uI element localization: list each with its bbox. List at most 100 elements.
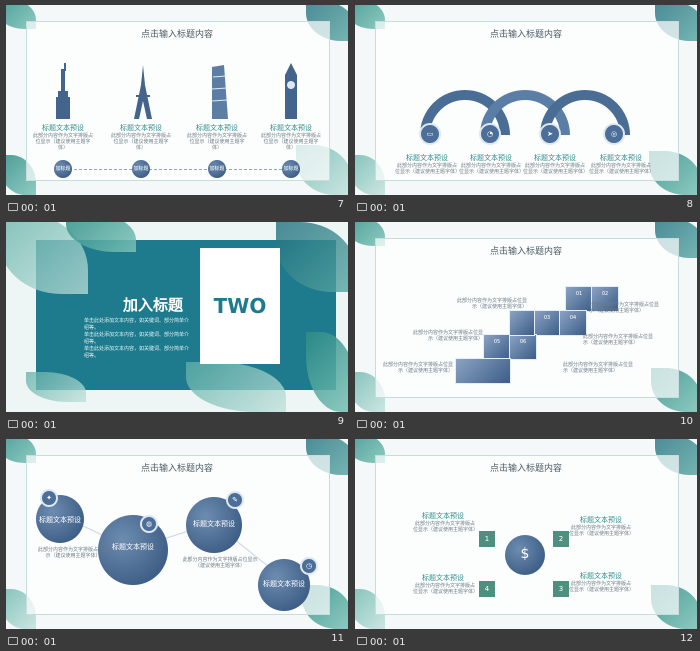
item-heading: 标题文本预设	[270, 124, 312, 132]
timeline-node: 加标题	[132, 160, 150, 178]
timeline-node: 加标题	[208, 160, 226, 178]
note-text: 此部分内容作为文字排版占位显示（建议使用主题字体）	[583, 334, 654, 346]
section-heading: 加入标题	[123, 296, 184, 314]
timing-label: 00：01	[357, 416, 405, 431]
edit-icon: ✎	[226, 491, 244, 509]
slide-caption: 00：01 10	[355, 415, 697, 431]
item-text: 此部分内容作为文字排版占位显示（建议使用主题字体）	[395, 163, 461, 175]
timeline-node: 加标题	[54, 160, 72, 178]
step-text: 此部分内容作为文字排版占位显示（建议使用主题字体）	[413, 583, 479, 595]
puzzle-piece: 03	[533, 310, 561, 336]
timing-label: 00：01	[8, 416, 56, 431]
item-text: 此部分内容作为文字排版占位显示（建议使用主题字体）	[459, 163, 525, 175]
topic-text: 此部分内容作为文字排版占位显示（建议使用主题字体）	[182, 557, 258, 569]
slide-caption: 00：01 7	[6, 198, 348, 214]
slide-title: 点击输入标题内容	[140, 464, 213, 474]
timeline-node: 加标题	[282, 160, 300, 178]
timer-icon	[357, 637, 367, 645]
leaning-tower-icon	[206, 65, 230, 119]
step-heading: 标题文本预设	[422, 574, 464, 582]
slide-thumbnail-8[interactable]: 点击输入标题内容 ▭ ◔ ➤ ◎ 标题文本预设 标题文本预设 标题文本预设 标题…	[355, 5, 697, 217]
timing-label: 00：01	[8, 633, 56, 648]
timer-icon	[8, 637, 18, 645]
step-text: 此部分内容作为文字排版占位显示（建议使用主题字体）	[569, 525, 635, 537]
target-icon: ◎	[603, 123, 625, 145]
item-heading: 标题文本预设	[534, 154, 576, 162]
item-heading: 标题文本预设	[406, 154, 448, 162]
step-heading: 标题文本预设	[580, 516, 622, 524]
clock-icon: ◷	[300, 557, 318, 575]
slide-title: 点击输入标题内容	[489, 30, 562, 40]
leaf-decoration	[306, 332, 348, 412]
timer-icon	[8, 420, 18, 428]
timer-icon	[357, 420, 367, 428]
paper-plane-icon: ➤	[539, 123, 561, 145]
step-badge: 4	[479, 581, 495, 597]
slide-title: 点击输入标题内容	[489, 464, 562, 474]
slide-canvas: TWO 加入标题 单击此处添加文本内容，如关键词、部分简单介绍等。 单击此处添加…	[6, 222, 348, 412]
statue-of-liberty-icon	[54, 63, 72, 119]
item-text: 此部分内容作为文字排版占位显示（建议使用主题字体）	[32, 133, 93, 151]
note-text: 此部分内容作为文字排版占位显示（建议使用主题字体）	[413, 330, 484, 342]
step-badge: 1	[479, 531, 495, 547]
item-heading: 标题文本预设	[470, 154, 512, 162]
slide-caption: 00：01 12	[355, 632, 697, 648]
monitor-icon: ▭	[419, 123, 441, 145]
puzzle-piece: 06	[509, 334, 537, 360]
item-heading: 标题文本预设	[196, 124, 238, 132]
puzzle-piece	[509, 310, 535, 336]
lightbulb-icon: ✦	[40, 489, 58, 507]
slide-number: 7	[337, 199, 344, 210]
note-text: 此部分内容作为文字排版占位显示（建议使用主题字体）	[382, 362, 453, 374]
step-badge: 3	[553, 581, 569, 597]
slide-number: 8	[686, 199, 693, 210]
note-text: 此部分内容作为文字排版占位显示（建议使用主题字体）	[456, 298, 527, 310]
content-frame	[375, 21, 679, 181]
topic-text: 此部分内容作为文字排版占位显示（建议使用主题字体）	[38, 547, 109, 559]
slide-number: 11	[331, 633, 344, 644]
dollar-globe-icon: $	[505, 535, 545, 575]
slide-thumbnail-11[interactable]: 点击输入标题内容 标题文本预设 标题文本预设 标题文本预设 标题文本预设 ✦ ◍…	[6, 439, 348, 651]
timer-icon	[8, 203, 18, 211]
item-text: 此部分内容作为文字排版占位显示（建议使用主题字体）	[260, 133, 321, 151]
item-heading: 标题文本预设	[600, 154, 642, 162]
eiffel-tower-icon	[130, 65, 156, 119]
item-text: 此部分内容作为文字排版占位显示（建议使用主题字体）	[110, 133, 171, 151]
section-number: TWO	[200, 248, 280, 364]
timing-label: 00：01	[8, 199, 56, 214]
item-text: 此部分内容作为文字排版占位显示（建议使用主题字体）	[589, 163, 655, 175]
note-text: 此部分内容作为文字排版占位显示（建议使用主题字体）	[589, 302, 660, 314]
slide-title: 点击输入标题内容	[489, 247, 562, 257]
step-badge: 2	[553, 531, 569, 547]
globe-icon: ◍	[140, 515, 158, 533]
slide-thumbnail-12[interactable]: 点击输入标题内容 $ 1 2 3 4 标题文本预设 标题文本预设 标题文本预设 …	[355, 439, 697, 651]
slide-caption: 00：01 11	[6, 632, 348, 648]
note-text: 此部分内容作为文字排版占位显示（建议使用主题字体）	[563, 362, 634, 374]
content-frame	[26, 21, 330, 181]
timer-icon	[357, 203, 367, 211]
puzzle-piece: 04	[559, 310, 587, 336]
slide-thumbnail-10[interactable]: 点击输入标题内容 01 02 03 04 05 06 此部分内容作为文字排版占位…	[355, 222, 697, 434]
timing-label: 00：01	[357, 633, 405, 648]
slide-title: 点击输入标题内容	[140, 30, 213, 40]
slide-thumbnail-7[interactable]: 点击输入标题内容 标题文本预设 标题文本预设 标题文本预设 标题文本预设 此部分…	[6, 5, 348, 217]
big-ben-icon	[282, 63, 300, 119]
step-text: 此部分内容作为文字排版占位显示（建议使用主题字体）	[413, 521, 479, 533]
loop-arcs	[420, 90, 630, 136]
item-heading: 标题文本预设	[42, 124, 84, 132]
slide-number: 9	[337, 416, 344, 427]
step-text: 此部分内容作为文字排版占位显示（建议使用主题字体）	[569, 581, 635, 593]
item-text: 此部分内容作为文字排版占位显示（建议使用主题字体）	[523, 163, 589, 175]
timing-label: 00：01	[357, 199, 405, 214]
puzzle-piece: 05	[483, 334, 511, 360]
slide-canvas: 点击输入标题内容 标题文本预设 标题文本预设 标题文本预设 标题文本预设 ✦ ◍…	[6, 439, 348, 629]
slide-caption: 00：01 8	[355, 198, 697, 214]
puzzle-piece: 02	[591, 286, 619, 312]
slide-canvas: 点击输入标题内容 ▭ ◔ ➤ ◎ 标题文本预设 标题文本预设 标题文本预设 标题…	[355, 5, 697, 195]
slide-canvas: 点击输入标题内容 01 02 03 04 05 06 此部分内容作为文字排版占位…	[355, 222, 697, 412]
slide-thumbnail-9[interactable]: TWO 加入标题 单击此处添加文本内容，如关键词、部分简单介绍等。 单击此处添加…	[6, 222, 348, 434]
slide-caption: 00：01 9	[6, 415, 348, 431]
slide-canvas: 点击输入标题内容 $ 1 2 3 4 标题文本预设 标题文本预设 标题文本预设 …	[355, 439, 697, 629]
item-text: 此部分内容作为文字排版占位显示（建议使用主题字体）	[186, 133, 247, 151]
